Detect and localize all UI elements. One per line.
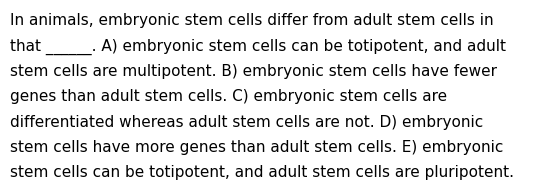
- Text: differentiated whereas adult stem cells are not. D) embryonic: differentiated whereas adult stem cells …: [10, 115, 483, 130]
- Text: that ______. A) embryonic stem cells can be totipotent, and adult: that ______. A) embryonic stem cells can…: [10, 39, 506, 55]
- Text: genes than adult stem cells. C) embryonic stem cells are: genes than adult stem cells. C) embryoni…: [10, 89, 447, 104]
- Text: stem cells have more genes than adult stem cells. E) embryonic: stem cells have more genes than adult st…: [10, 140, 503, 155]
- Text: In animals, embryonic stem cells differ from adult stem cells in: In animals, embryonic stem cells differ …: [10, 13, 494, 28]
- Text: stem cells can be totipotent, and adult stem cells are pluripotent.: stem cells can be totipotent, and adult …: [10, 165, 514, 180]
- Text: stem cells are multipotent. B) embryonic stem cells have fewer: stem cells are multipotent. B) embryonic…: [10, 64, 497, 79]
